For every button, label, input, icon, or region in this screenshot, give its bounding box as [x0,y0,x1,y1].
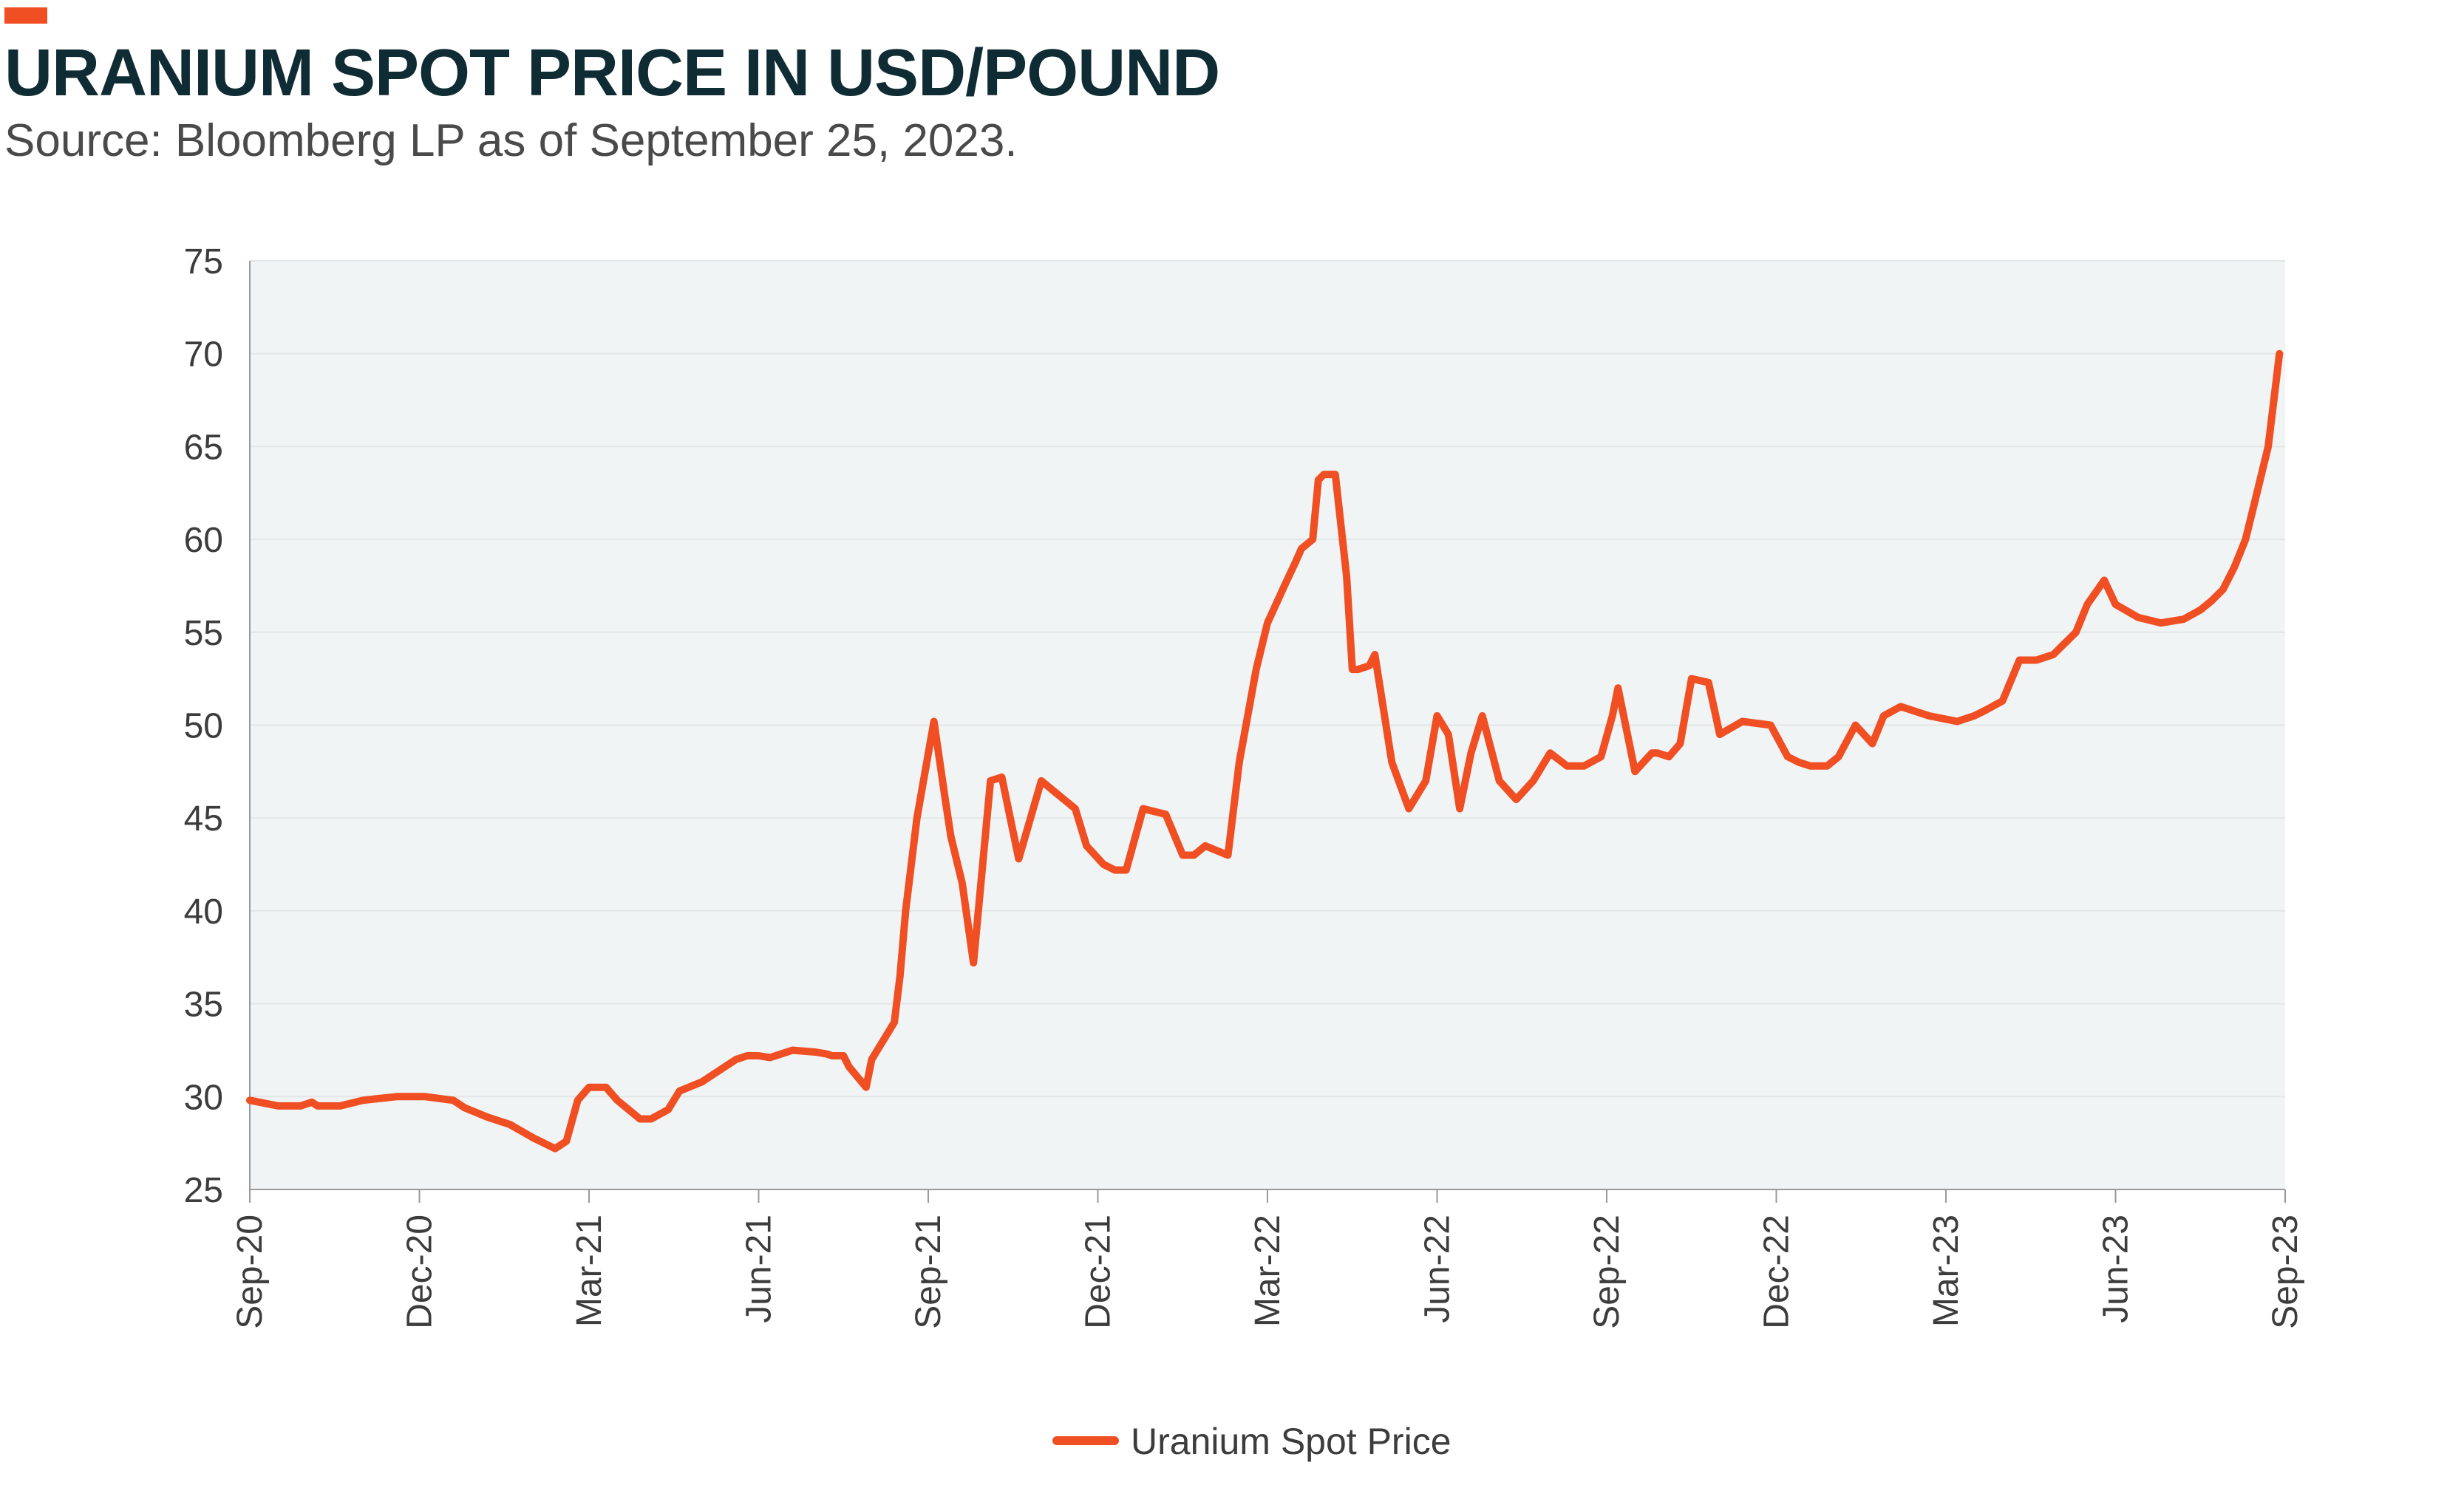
x-tick-label: Sep-23 [2266,1215,2305,1329]
y-tick-label: 25 [184,1171,223,1210]
axes: 25 30 35 40 45 50 55 60 65 70 75 Sep-20 Dec-20 Mar-21… [184,242,2305,1329]
gridlines [250,260,2285,1098]
y-tick-label: 70 [184,335,223,375]
x-tick-label: Dec-20 [401,1215,440,1329]
y-tick-label: 50 [184,707,223,746]
series-layer [246,349,2284,1153]
legend: Uranium Spot Price [1052,1421,1451,1462]
legend-label: Uranium Spot Price [1131,1421,1451,1462]
y-tick-label: 45 [184,799,223,839]
x-tick-label: Sep-21 [909,1215,948,1329]
x-tick-label: Mar-23 [1927,1215,1966,1327]
x-tick-label: Jun-22 [1418,1215,1457,1323]
x-tick-label: Jun-23 [2097,1215,2136,1323]
x-tick-label: Sep-20 [231,1215,270,1329]
y-tick-label: 55 [184,614,223,653]
series-line-uranium-spot-price [246,349,2284,1153]
x-tick-label: Mar-22 [1248,1215,1287,1327]
chart-subtitle: Source: Bloomberg LP as of September 25,… [4,115,1018,166]
y-tick-label: 75 [184,242,223,281]
chart-title: URANIUM SPOT PRICE IN USD/POUND [4,36,1220,110]
y-tick-label: 30 [184,1078,223,1117]
accent-bar [4,7,47,24]
x-tick-label: Jun-21 [740,1215,779,1323]
y-tick-label: 35 [184,986,223,1025]
y-tick-label: 60 [184,521,223,560]
y-tick-label: 65 [184,428,223,467]
x-tick-label: Mar-21 [570,1215,609,1327]
x-tick-label: Sep-22 [1587,1215,1627,1329]
x-tick-label: Dec-21 [1079,1215,1118,1329]
x-tick-label: Dec-22 [1757,1215,1797,1329]
y-tick-label: 40 [184,892,223,932]
